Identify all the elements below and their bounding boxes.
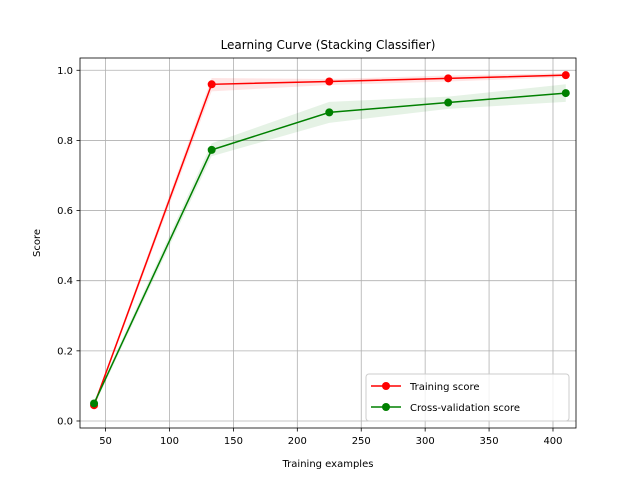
legend-entry-training: Training score	[371, 382, 480, 393]
data-point-series-1	[561, 89, 570, 98]
y-axis-label: Score	[32, 229, 43, 257]
legend-label-training: Training score	[409, 382, 480, 393]
legend-swatch-training-marker	[382, 382, 390, 390]
data-point-series-1	[207, 145, 216, 154]
data-point-series-1	[325, 108, 334, 117]
y-tick-label: 0.8	[57, 136, 73, 147]
x-tick-label: 350	[480, 436, 499, 447]
x-axis-ticks: 50 100 150 200 250 300 350 400	[99, 428, 563, 447]
series-points	[90, 71, 570, 410]
legend: Training score Cross-validation score	[365, 373, 570, 422]
x-tick-label: 300	[416, 436, 435, 447]
y-tick-label: 0.6	[57, 206, 73, 217]
x-tick-label: 400	[543, 436, 562, 447]
grid	[80, 58, 576, 428]
legend-swatch-cv-marker	[382, 403, 390, 411]
data-point-series-0	[561, 71, 570, 80]
x-tick-label: 250	[352, 436, 371, 447]
data-point-series-0	[207, 80, 216, 89]
x-tick-label: 150	[224, 436, 243, 447]
x-tick-label: 50	[99, 436, 112, 447]
y-tick-label: 0.0	[57, 416, 73, 427]
chart-title: Learning Curve (Stacking Classifier)	[221, 38, 436, 52]
legend-label-cross-validation: Cross-validation score	[410, 403, 520, 414]
x-tick-label: 200	[288, 436, 307, 447]
data-point-series-0	[325, 77, 334, 86]
data-point-series-1	[444, 98, 453, 107]
x-tick-label: 100	[160, 436, 179, 447]
y-tick-label: 0.2	[57, 346, 73, 357]
legend-entry-cross-validation: Cross-validation score	[371, 403, 520, 414]
y-tick-label: 0.4	[57, 276, 73, 287]
data-point-series-1	[90, 399, 99, 408]
x-axis-label: Training examples	[282, 459, 374, 470]
plot-frame	[79, 57, 577, 429]
legend-box	[365, 373, 570, 422]
y-tick-label: 1.0	[57, 66, 73, 77]
y-axis-ticks: 0.0 0.2 0.4 0.6 0.8 1.0	[57, 66, 80, 427]
data-point-series-0	[444, 74, 453, 83]
